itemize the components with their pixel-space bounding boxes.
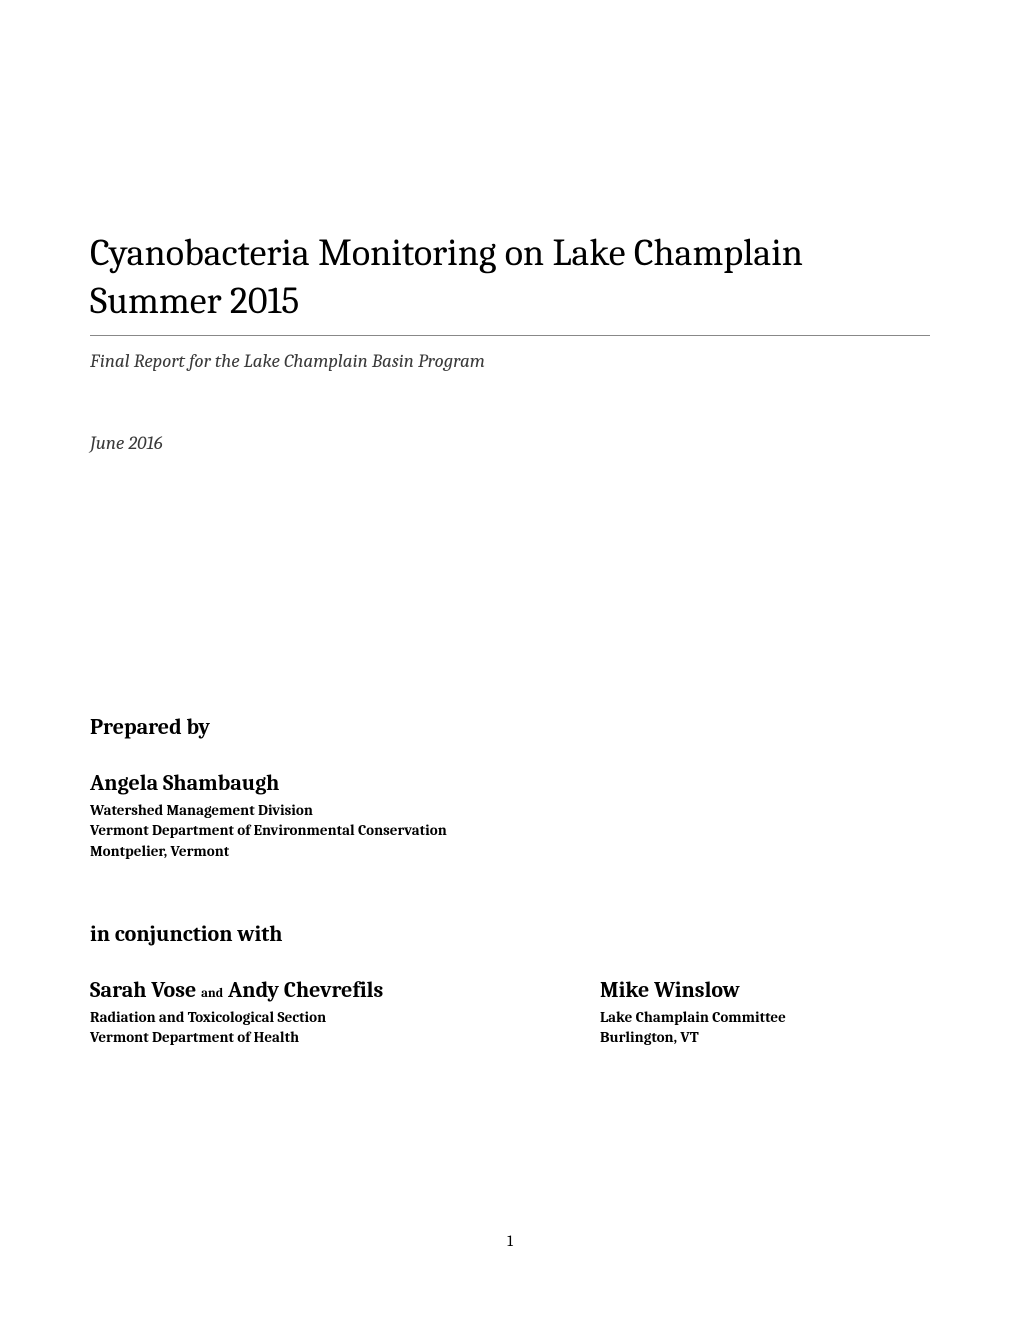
- document-title: Cyanobacteria Monitoring on Lake Champla…: [90, 230, 930, 325]
- page: Cyanobacteria Monitoring on Lake Champla…: [0, 0, 1020, 1320]
- secondary-left-names: Sarah Vose and Andy Chevrefils: [90, 977, 600, 1003]
- title-line-2: Summer 2015: [90, 279, 299, 323]
- secondary-left-connector: and: [201, 986, 223, 1001]
- secondary-right-affil-1: Lake Champlain Committee: [600, 1007, 930, 1027]
- author-primary-name: Angela Shambaugh: [90, 770, 930, 796]
- secondary-left-name-1: Sarah Vose: [90, 977, 196, 1003]
- author-primary-block: Angela Shambaugh Watershed Management Di…: [90, 770, 930, 861]
- secondary-right-affil-2: Burlington, VT: [600, 1027, 930, 1047]
- conjunction-heading: in conjunction with: [90, 921, 930, 947]
- title-line-1: Cyanobacteria Monitoring on Lake Champla…: [90, 231, 803, 275]
- secondary-left-name-2: Andy Chevrefils: [228, 977, 383, 1003]
- page-number: 1: [0, 1232, 1020, 1250]
- author-primary-affil-2: Vermont Department of Environmental Cons…: [90, 820, 930, 840]
- prepared-by-heading: Prepared by: [90, 714, 930, 740]
- secondary-left-affil-1: Radiation and Toxicological Section: [90, 1007, 600, 1027]
- secondary-right-name: Mike Winslow: [600, 977, 930, 1003]
- title-rule: [90, 335, 930, 336]
- author-primary-affil-3: Montpelier, Vermont: [90, 841, 930, 861]
- author-primary-affil-1: Watershed Management Division: [90, 800, 930, 820]
- secondary-authors-right: Mike Winslow Lake Champlain Committee Bu…: [600, 977, 930, 1048]
- report-date: June 2016: [90, 432, 930, 454]
- secondary-authors-row: Sarah Vose and Andy Chevrefils Radiation…: [90, 977, 930, 1048]
- subtitle: Final Report for the Lake Champlain Basi…: [90, 350, 930, 372]
- secondary-left-affil-2: Vermont Department of Health: [90, 1027, 600, 1047]
- secondary-authors-left: Sarah Vose and Andy Chevrefils Radiation…: [90, 977, 600, 1048]
